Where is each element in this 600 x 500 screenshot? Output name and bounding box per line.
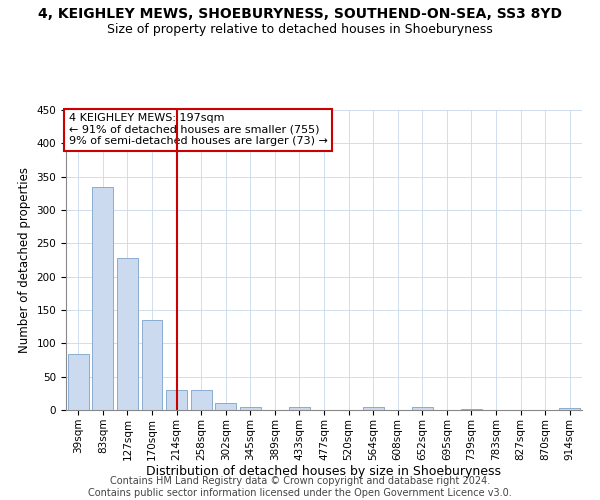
Bar bbox=[166, 390, 187, 410]
Text: Contains HM Land Registry data © Crown copyright and database right 2024.
Contai: Contains HM Land Registry data © Crown c… bbox=[88, 476, 512, 498]
Bar bbox=[191, 390, 212, 410]
Bar bbox=[215, 404, 236, 410]
Bar bbox=[461, 408, 482, 410]
Bar bbox=[240, 406, 261, 410]
Bar bbox=[142, 320, 163, 410]
Bar bbox=[559, 408, 580, 410]
Bar bbox=[362, 408, 383, 410]
Text: 4 KEIGHLEY MEWS: 197sqm
← 91% of detached houses are smaller (755)
9% of semi-de: 4 KEIGHLEY MEWS: 197sqm ← 91% of detache… bbox=[68, 113, 328, 146]
Text: 4, KEIGHLEY MEWS, SHOEBURYNESS, SOUTHEND-ON-SEA, SS3 8YD: 4, KEIGHLEY MEWS, SHOEBURYNESS, SOUTHEND… bbox=[38, 8, 562, 22]
X-axis label: Distribution of detached houses by size in Shoeburyness: Distribution of detached houses by size … bbox=[146, 466, 502, 478]
Bar bbox=[412, 408, 433, 410]
Bar bbox=[117, 258, 138, 410]
Y-axis label: Number of detached properties: Number of detached properties bbox=[18, 167, 31, 353]
Bar bbox=[68, 354, 89, 410]
Bar bbox=[92, 186, 113, 410]
Bar bbox=[289, 406, 310, 410]
Text: Size of property relative to detached houses in Shoeburyness: Size of property relative to detached ho… bbox=[107, 22, 493, 36]
